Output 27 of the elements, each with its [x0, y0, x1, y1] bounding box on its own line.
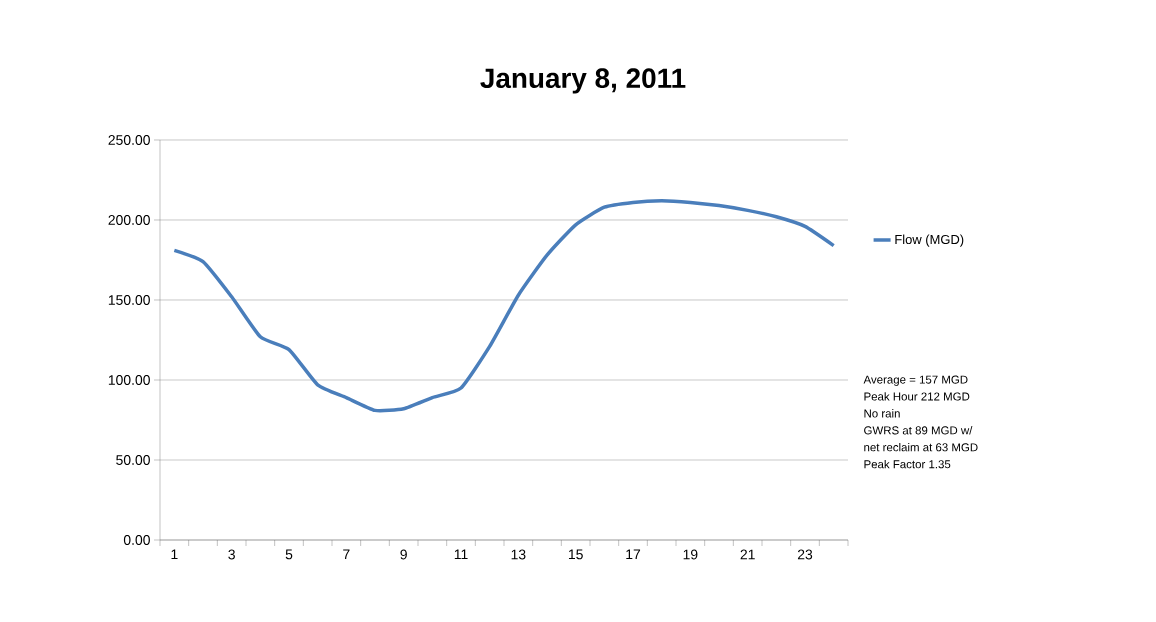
- text: No rain: [864, 409, 900, 418]
- line-series: [172, 199, 836, 413]
- x-tick-label: 13: [511, 549, 526, 560]
- text: Average = 157 MGD: [863, 375, 968, 386]
- x-tick-label: 23: [797, 549, 813, 560]
- legend-label: Flow (MGD): [895, 234, 964, 247]
- x-tick-label: 3: [228, 549, 235, 560]
- text: Peak Factor 1.35: [864, 459, 951, 469]
- x-tick-label: 7: [343, 549, 350, 560]
- x-tick-label: 17: [626, 549, 641, 560]
- x-tick-label: 1: [171, 549, 178, 560]
- y-tick-label: 0.00: [123, 535, 150, 545]
- y-tick-label: 250.00: [108, 135, 150, 145]
- x-tick-label: 19: [683, 549, 698, 560]
- y-tick-label: 50.00: [116, 455, 150, 465]
- x-tick-label: 15: [568, 549, 583, 560]
- y-tick-label: 100.00: [108, 375, 150, 385]
- y-tick-label: 150.00: [108, 295, 150, 305]
- x-tick-label: 21: [740, 549, 755, 560]
- text: GWRS at 89 MGD w/: [864, 426, 973, 435]
- x-tick-label: 9: [400, 549, 407, 560]
- text: net reclaim at 63 MGD: [864, 442, 978, 452]
- y-tick-label: 200.00: [108, 215, 150, 225]
- chart-title: January 8, 2011: [480, 68, 686, 94]
- x-tick-label: 11: [454, 549, 468, 560]
- text: Peak Hour 212 MGD: [864, 392, 970, 401]
- x-tick-label: 5: [285, 549, 293, 560]
